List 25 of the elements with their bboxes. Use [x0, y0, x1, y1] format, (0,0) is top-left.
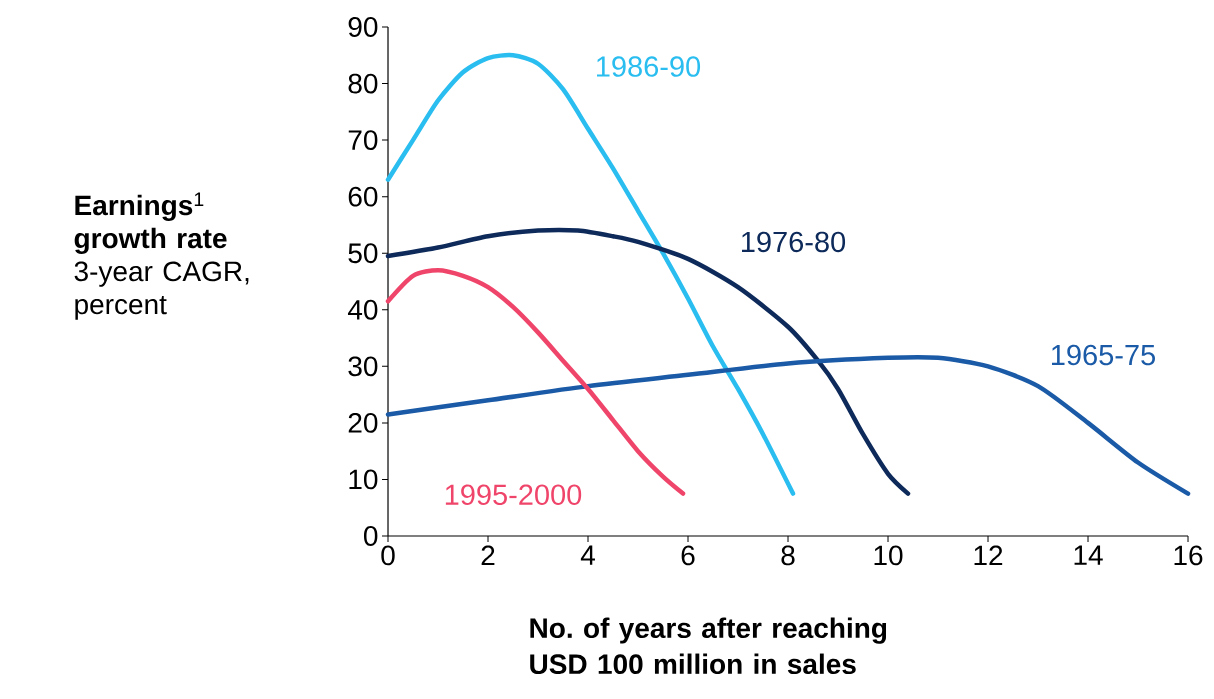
- x-tick-label: 2: [481, 545, 495, 566]
- x-tick-label: 10: [874, 545, 903, 566]
- x-tick-label: 0: [381, 545, 395, 566]
- y-tick-label: 90: [348, 17, 378, 37]
- y-tick-label: 60: [348, 186, 378, 207]
- y-tick-label: 10: [349, 469, 378, 490]
- x-tick-label: 12: [974, 545, 1003, 566]
- y-axis-title: Earnings$^{1}$ growth rate 3-year CAGR, percent: [74, 192, 249, 320]
- y-tick-label: 50: [348, 243, 378, 264]
- y-tick-label: 80: [348, 73, 378, 94]
- y-tick-label: 0: [364, 526, 378, 546]
- y-tick-label: 70: [348, 130, 378, 151]
- x-axis-title: No. of years after reaching USD 100 million in sales: [530, 617, 887, 675]
- x-tick-label: 14: [1074, 545, 1103, 565]
- y-tick-label: 30: [348, 356, 378, 377]
- series-label: 1986-90: [597, 56, 701, 77]
- series-label: 1976-80: [742, 231, 846, 253]
- x-tick-label: 6: [681, 545, 695, 566]
- x-tick-label: 4: [580, 545, 595, 565]
- text: 1995-2000: [445, 484, 582, 505]
- y-tick-label: 40: [347, 299, 378, 320]
- y-tick-label: 20: [348, 412, 378, 433]
- x-tick-label: 8: [781, 545, 795, 566]
- series-label: 1965-75: [1052, 344, 1155, 366]
- x-tick-label: 16: [1174, 545, 1203, 566]
